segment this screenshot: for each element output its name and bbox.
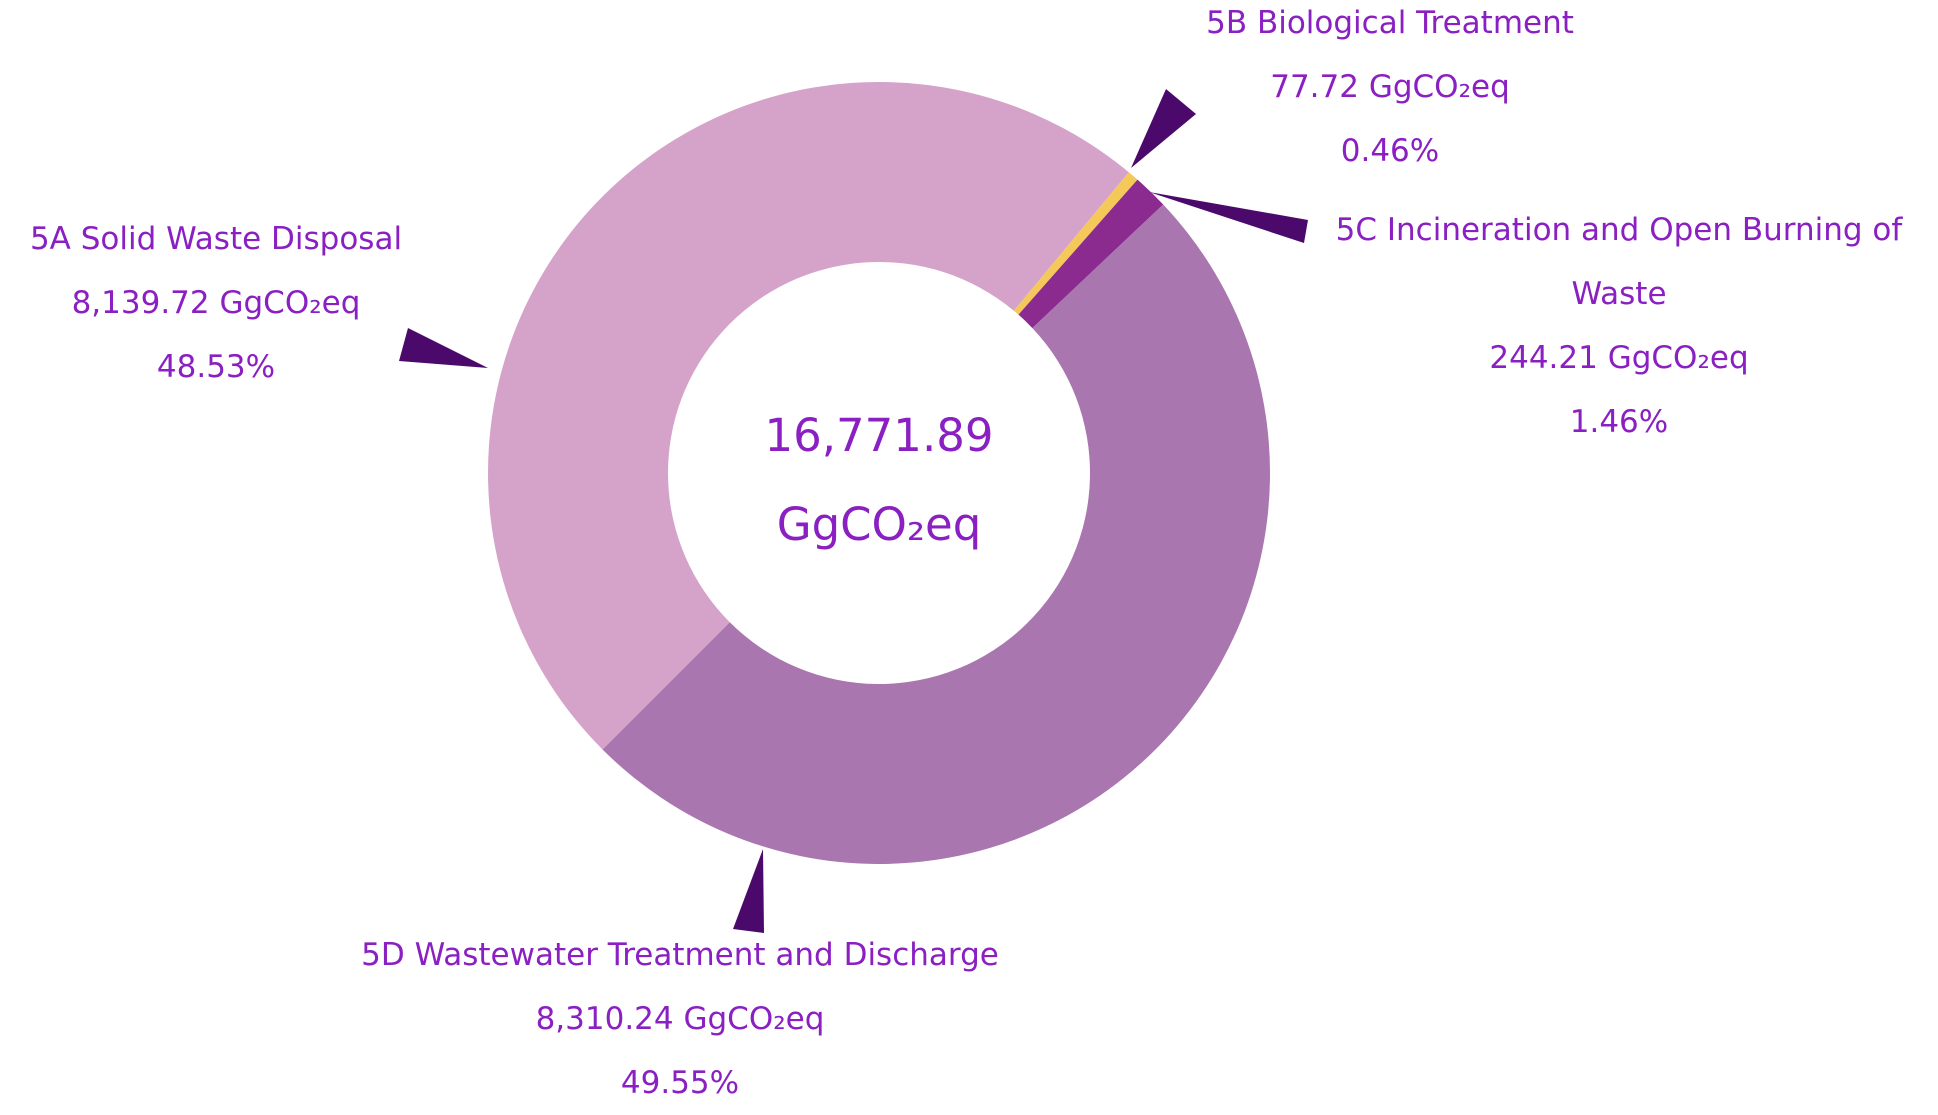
center-value: 16,771.89: [764, 409, 993, 462]
percent-label: 0.46%: [1340, 133, 1440, 169]
category-label: 5C Incineration and Open Burning of Wast…: [1335, 212, 1903, 312]
value-label: 8,139.72 GgCO₂eq: [71, 285, 361, 321]
slice: [602, 204, 1271, 865]
slice-label: 5B Biological Treatment 77.72 GgCO₂eq 0.46…: [1140, 0, 1640, 183]
category-label: 5D Wastewater Treatment and Discharge: [361, 937, 999, 973]
percent-label: 48.53%: [156, 349, 276, 385]
category-label: 5A Solid Waste Disposal: [29, 221, 403, 257]
slice-label: 5A Solid Waste Disposal 8,139.72 GgCO₂eq 4…: [6, 207, 426, 399]
pointer: [733, 849, 764, 933]
center-unit: GgCO₂eq: [777, 498, 982, 551]
slice-label: 5C Incineration and Open Burning of Wast…: [1319, 198, 1919, 454]
pointer: [1131, 89, 1196, 168]
slice: [1018, 179, 1164, 329]
pointer: [1149, 192, 1308, 243]
value-label: 8,310.24 GgCO₂eq: [535, 1001, 825, 1037]
slices: [488, 82, 1271, 865]
value-label: 77.72 GgCO₂eq: [1270, 69, 1510, 105]
percent-label: 1.46%: [1569, 404, 1669, 440]
value-label: 244.21 GgCO₂eq: [1489, 340, 1749, 376]
slice-label: 5D Wastewater Treatment and Discharge 8,3…: [300, 923, 1060, 1115]
slice: [1013, 172, 1138, 315]
pointer: [399, 328, 488, 368]
category-label: 5B Biological Treatment: [1206, 5, 1574, 41]
slice: [488, 82, 1129, 750]
percent-label: 49.55%: [620, 1065, 740, 1101]
